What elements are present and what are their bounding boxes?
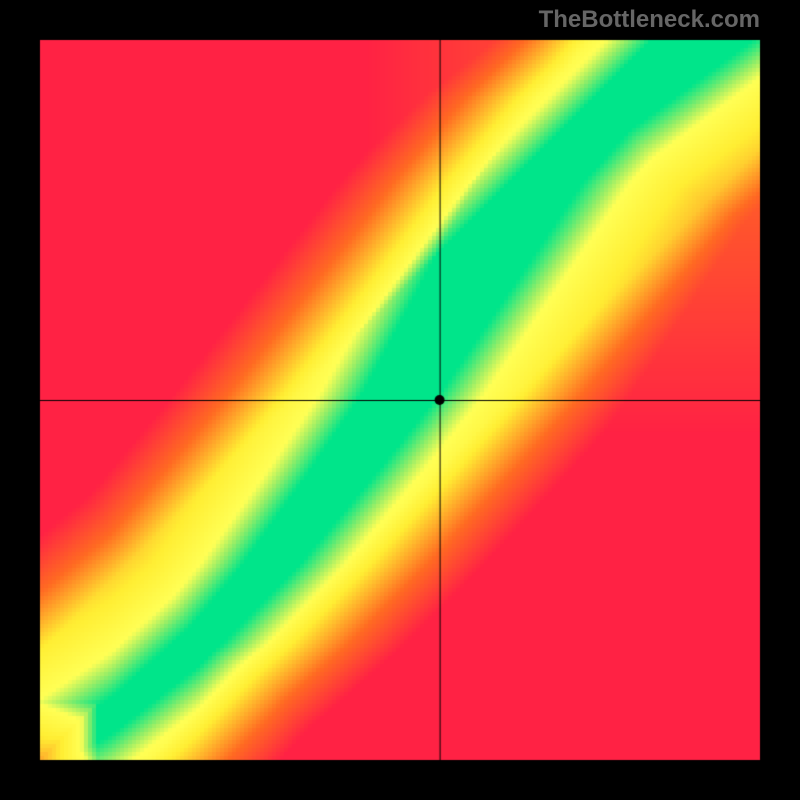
chart-container: TheBottleneck.com	[0, 0, 800, 800]
bottleneck-heatmap-canvas	[0, 0, 800, 800]
watermark-label: TheBottleneck.com	[539, 6, 760, 34]
